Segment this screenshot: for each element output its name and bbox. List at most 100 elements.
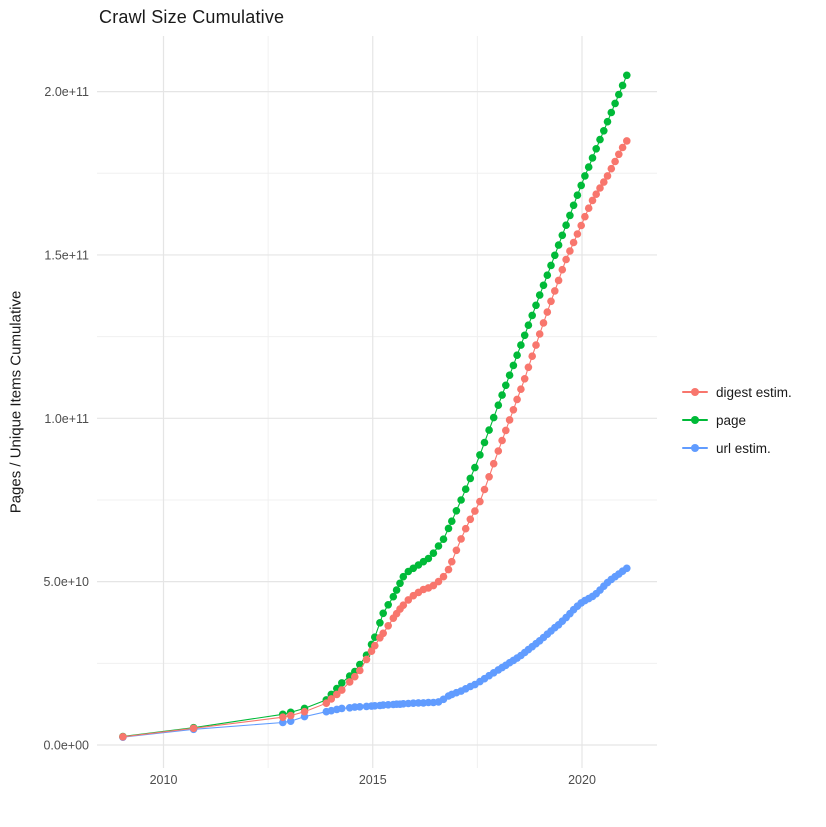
data-point-page xyxy=(429,549,438,557)
data-point-page xyxy=(524,321,533,330)
data-point-page xyxy=(494,401,503,410)
data-point-page xyxy=(461,485,470,494)
data-point-digest-estim xyxy=(434,577,443,586)
data-point-page xyxy=(623,71,631,80)
data-point-page xyxy=(396,579,404,588)
data-point-digest-estim xyxy=(333,690,341,699)
legend-dot-icon xyxy=(691,444,699,452)
data-point-digest-estim xyxy=(543,308,552,316)
data-point-digest-estim xyxy=(399,601,408,609)
y-tick-label: 1.0e+11 xyxy=(44,412,89,426)
data-point-page xyxy=(562,221,570,229)
data-point-digest-estim xyxy=(562,255,570,264)
series-line-digest-estim xyxy=(122,140,628,738)
data-point-digest-estim xyxy=(286,711,295,720)
data-point-digest-estim xyxy=(367,647,376,655)
data-point-page xyxy=(485,426,493,434)
data-point-page xyxy=(389,592,398,601)
data-point-digest-estim xyxy=(489,459,498,468)
data-point-digest-estim xyxy=(457,535,465,543)
data-point-digest-estim xyxy=(623,137,631,145)
data-point-digest-estim xyxy=(300,707,309,716)
data-point-page xyxy=(539,281,548,290)
data-point-page xyxy=(588,154,597,162)
data-point-digest-estim xyxy=(524,363,533,372)
data-point-page xyxy=(615,90,623,99)
data-point-url-estim xyxy=(279,718,287,727)
data-point-digest-estim xyxy=(327,695,336,703)
data-point-digest-estim xyxy=(577,221,585,230)
data-point-page xyxy=(543,271,552,280)
data-point-digest-estim xyxy=(532,341,540,349)
data-point-page xyxy=(392,586,401,594)
data-point-page xyxy=(573,191,582,199)
data-point-page xyxy=(509,361,518,370)
data-point-page xyxy=(379,609,388,618)
data-point-digest-estim xyxy=(189,724,198,733)
data-point-page xyxy=(520,331,529,340)
legend-item-digest-estim: digest estim. xyxy=(682,378,792,406)
legend-key-url-estim xyxy=(682,441,708,455)
data-point-page xyxy=(471,463,479,472)
data-point-digest-estim xyxy=(566,247,574,255)
legend-key-digest-estim xyxy=(682,385,708,399)
data-point-url-estim xyxy=(623,564,631,573)
data-point-digest-estim xyxy=(351,672,359,681)
x-tick-label: 2015 xyxy=(359,773,387,787)
data-point-digest-estim xyxy=(551,287,559,295)
data-point-page xyxy=(466,474,475,483)
data-point-digest-estim xyxy=(547,297,555,306)
data-point-digest-estim xyxy=(429,581,438,590)
data-point-digest-estim xyxy=(554,276,563,285)
data-point-page xyxy=(577,181,585,190)
legend-label: page xyxy=(716,412,747,428)
data-point-digest-estim xyxy=(513,395,521,404)
data-point-page xyxy=(558,231,567,240)
data-point-digest-estim xyxy=(356,666,364,675)
data-point-digest-estim xyxy=(596,184,604,192)
legend-key-page xyxy=(682,413,708,427)
data-point-page xyxy=(376,619,384,627)
data-point-page xyxy=(513,351,521,360)
data-point-digest-estim xyxy=(581,212,589,221)
legend: digest estim. page url estim. xyxy=(682,378,792,462)
data-point-page xyxy=(439,535,448,543)
data-point-page xyxy=(480,438,489,447)
y-axis-title: Pages / Unique Items Cumulative xyxy=(7,290,25,514)
data-point-digest-estim xyxy=(494,447,503,455)
data-point-digest-estim xyxy=(362,655,371,664)
data-point-page xyxy=(384,601,393,609)
data-point-digest-estim xyxy=(569,238,578,247)
data-point-digest-estim xyxy=(558,265,567,274)
data-point-digest-estim xyxy=(452,546,461,555)
data-point-digest-estim xyxy=(502,426,510,435)
data-point-digest-estim xyxy=(444,565,453,574)
data-point-page xyxy=(448,517,456,525)
data-point-page xyxy=(489,413,498,422)
data-point-digest-estim xyxy=(618,143,627,152)
data-point-page xyxy=(547,261,555,270)
legend-dot-icon xyxy=(691,416,699,424)
data-point-page xyxy=(600,127,608,135)
data-point-digest-estim xyxy=(119,733,127,741)
data-point-digest-estim xyxy=(611,157,619,166)
data-point-page xyxy=(498,391,506,399)
data-point-page xyxy=(457,496,465,504)
data-point-page xyxy=(505,371,514,380)
legend-dot-icon xyxy=(691,388,699,396)
data-point-digest-estim xyxy=(322,699,331,707)
data-point-page xyxy=(603,117,612,126)
data-point-page xyxy=(551,251,559,260)
data-point-digest-estim xyxy=(471,507,479,515)
data-point-page xyxy=(502,381,510,390)
x-tick-label: 2010 xyxy=(150,773,178,787)
data-point-digest-estim xyxy=(520,375,529,383)
y-tick-label: 2.0e+11 xyxy=(44,85,89,99)
y-tick-label: 0.0e+00 xyxy=(43,739,89,753)
data-point-page xyxy=(535,291,544,299)
data-point-page xyxy=(528,311,536,320)
data-point-digest-estim xyxy=(505,416,514,424)
data-point-digest-estim xyxy=(584,204,593,212)
